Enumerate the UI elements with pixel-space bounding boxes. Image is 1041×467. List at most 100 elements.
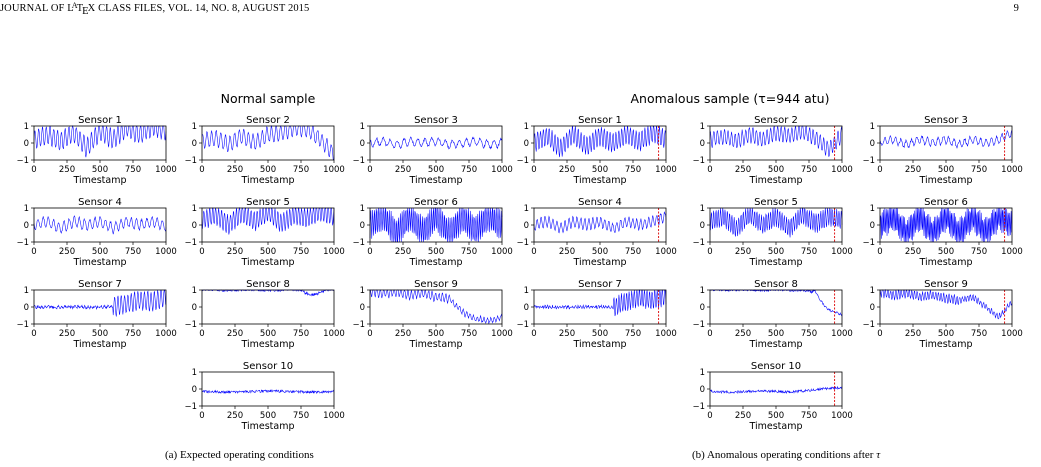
sensor-series-line	[201, 206, 335, 235]
y-tick-label: 0	[360, 303, 365, 313]
y-tick-label: 0	[524, 303, 529, 313]
x-tick-label: 500	[768, 329, 784, 339]
x-tick-label: 250	[905, 165, 921, 175]
x-tick-label: 0	[877, 165, 882, 175]
y-tick-label: −1	[184, 238, 197, 248]
x-axis-label: Timestamp	[918, 339, 972, 350]
x-tick-label: 1000	[155, 247, 177, 257]
subplot-frame	[879, 289, 1013, 325]
y-tick-label: 0	[700, 139, 705, 149]
x-tick-label: 500	[592, 247, 608, 257]
sensor-series-line	[879, 129, 1013, 149]
x-tick-label: 1000	[1001, 165, 1023, 175]
sensor-series-line	[33, 125, 167, 158]
y-tick-label: 0	[192, 303, 197, 313]
y-tick-label: 1	[192, 286, 197, 296]
x-tick-label: 1000	[323, 329, 345, 339]
subplot-frame	[709, 289, 843, 325]
x-tick-label: 0	[707, 411, 712, 421]
x-axis-label: Timestamp	[240, 175, 294, 186]
y-tick-label: −1	[516, 156, 529, 166]
x-axis-label: Timestamp	[72, 257, 126, 268]
caption-anomalous-text: (b) Anomalous operating conditions after	[692, 449, 877, 461]
x-axis-label: Timestamp	[240, 339, 294, 350]
x-tick-label: 250	[735, 329, 751, 339]
x-tick-label: 1000	[831, 411, 853, 421]
x-tick-label: 750	[971, 165, 987, 175]
subplot-frame	[201, 125, 335, 161]
y-tick-label: 1	[524, 204, 529, 214]
y-tick-label: 1	[700, 204, 705, 214]
latex-logo-a: A	[71, 1, 78, 10]
sensor-series-line	[201, 389, 335, 395]
x-tick-label: 500	[260, 411, 276, 421]
x-tick-label: 750	[293, 247, 309, 257]
x-axis-label: Timestamp	[572, 257, 626, 268]
x-axis-label: Timestamp	[240, 421, 294, 432]
y-tick-label: 0	[24, 221, 29, 231]
subplot-title: Sensor 5	[246, 197, 290, 208]
x-axis-label: Timestamp	[572, 339, 626, 350]
x-tick-label: 500	[592, 165, 608, 175]
x-axis-label: Timestamp	[408, 339, 462, 350]
x-tick-label: 750	[461, 165, 477, 175]
x-tick-label: 250	[905, 329, 921, 339]
x-axis-label: Timestamp	[72, 175, 126, 186]
x-axis-label: Timestamp	[918, 257, 972, 268]
x-tick-label: 250	[59, 329, 75, 339]
subplot-title: Sensor 2	[754, 115, 798, 126]
subplot-title: Sensor 5	[754, 197, 798, 208]
latex-logo-e: E	[82, 6, 89, 17]
x-tick-label: 0	[531, 165, 536, 175]
x-tick-label: 1000	[655, 247, 677, 257]
x-tick-label: 500	[938, 329, 954, 339]
y-tick-label: 1	[870, 286, 875, 296]
x-tick-label: 250	[59, 165, 75, 175]
sensor-series-line	[533, 125, 667, 158]
journal-name-suffix: X CLASS FILES, VOL. 14, NO. 8, AUGUST 20…	[87, 3, 310, 14]
x-axis-label: Timestamp	[572, 175, 626, 186]
x-tick-label: 750	[293, 411, 309, 421]
caption-anomalous: (b) Anomalous operating conditions after…	[692, 449, 880, 461]
x-tick-label: 1000	[655, 329, 677, 339]
x-tick-label: 1000	[491, 329, 513, 339]
y-tick-label: 1	[360, 204, 365, 214]
y-tick-label: 0	[360, 221, 365, 231]
x-tick-label: 1000	[155, 165, 177, 175]
y-tick-label: −1	[16, 238, 29, 248]
page-number: 9	[1013, 3, 1019, 14]
subplot-title: Sensor 9	[414, 279, 458, 290]
x-tick-label: 0	[367, 247, 372, 257]
x-tick-label: 0	[199, 165, 204, 175]
caption-tau-symbol: τ	[876, 449, 881, 461]
y-tick-label: −1	[692, 402, 705, 412]
x-tick-label: 500	[428, 329, 444, 339]
y-tick-label: −1	[862, 238, 875, 248]
y-tick-label: −1	[352, 320, 365, 330]
subplot-title: Sensor 4	[78, 197, 122, 208]
x-tick-label: 1000	[491, 247, 513, 257]
y-tick-label: −1	[516, 320, 529, 330]
x-tick-label: 250	[227, 329, 243, 339]
y-tick-label: 0	[700, 385, 705, 395]
subplot-title: Sensor 3	[414, 115, 458, 126]
x-tick-label: 750	[625, 247, 641, 257]
y-tick-label: −1	[862, 320, 875, 330]
x-tick-label: 500	[428, 165, 444, 175]
y-tick-label: −1	[692, 320, 705, 330]
x-tick-label: 750	[801, 165, 817, 175]
y-tick-label: 0	[192, 385, 197, 395]
x-tick-label: 750	[971, 247, 987, 257]
running-header: JOURNAL OF LATEX CLASS FILES, VOL. 14, N…	[0, 1, 1041, 19]
x-tick-label: 250	[227, 165, 243, 175]
